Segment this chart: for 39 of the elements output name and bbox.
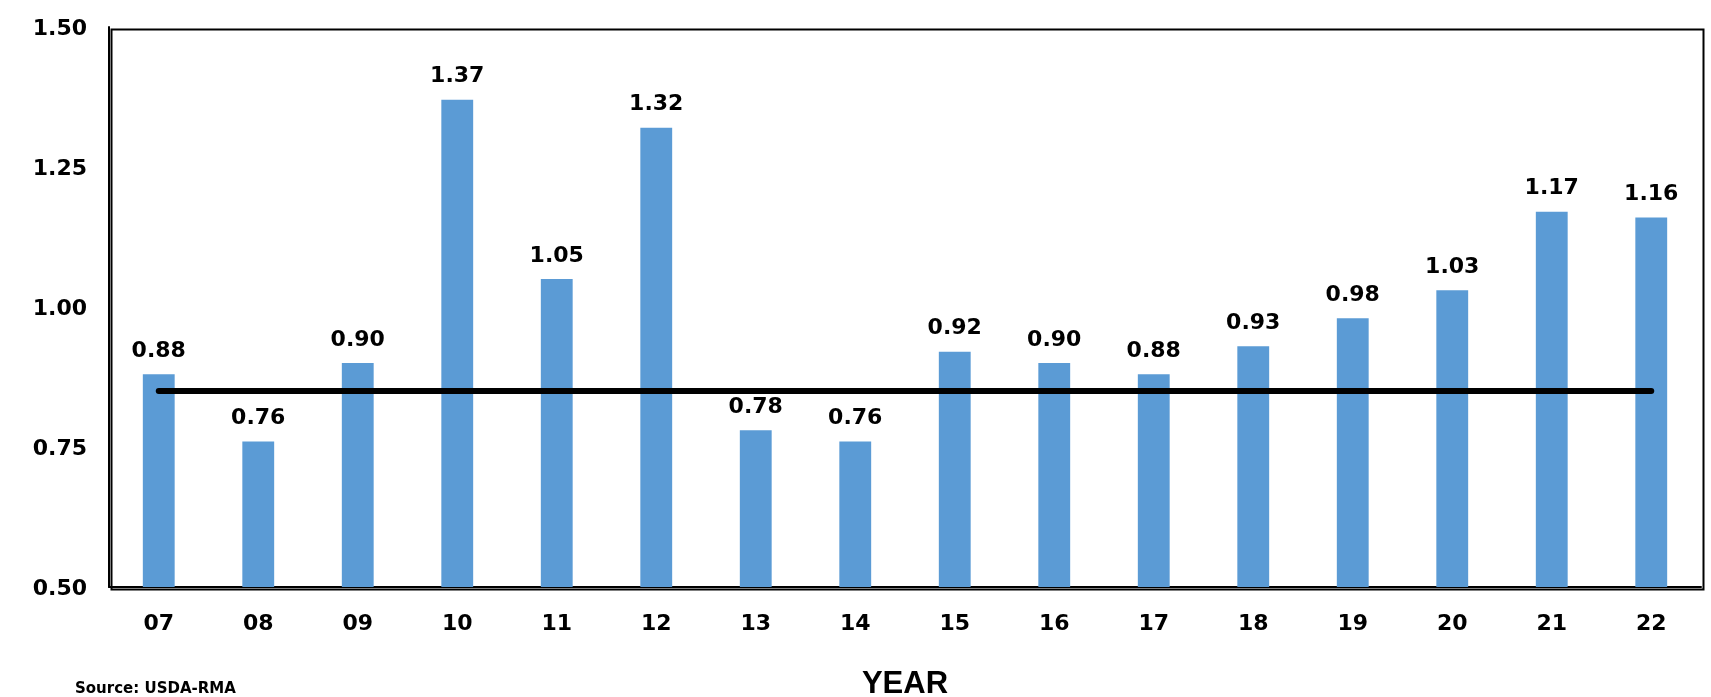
data-label: 1.05 <box>529 241 584 267</box>
data-label: 0.88 <box>1126 336 1181 362</box>
x-tick-label: 17 <box>1138 609 1170 635</box>
y-tick-label: 1.50 <box>32 14 87 40</box>
data-label: 0.90 <box>330 325 385 351</box>
x-tick-label: 09 <box>342 609 374 635</box>
data-label: 0.90 <box>1027 325 1082 351</box>
y-tick-label: 1.00 <box>32 294 87 320</box>
data-label: 0.76 <box>828 403 883 429</box>
x-tick-label: 10 <box>441 609 473 635</box>
x-tick-label: 15 <box>939 609 971 635</box>
x-tick-label: 22 <box>1635 609 1667 635</box>
data-label: 0.98 <box>1325 280 1380 306</box>
data-label: 1.17 <box>1524 174 1579 200</box>
y-tick-label: 0.50 <box>32 574 87 600</box>
x-tick-label: 12 <box>640 609 672 635</box>
x-tick-label: 14 <box>839 609 871 635</box>
x-tick-label: 20 <box>1436 609 1468 635</box>
y-tick-label: 1.25 <box>32 154 87 180</box>
y-tick-label: 0.75 <box>32 434 87 460</box>
data-label: 0.93 <box>1226 308 1281 334</box>
x-tick-label: 16 <box>1038 609 1070 635</box>
x-tick-label: 08 <box>242 609 274 635</box>
x-tick-label: 13 <box>740 609 772 635</box>
data-label: 0.76 <box>231 403 286 429</box>
data-label: 0.92 <box>927 314 982 340</box>
data-label: 1.16 <box>1624 179 1679 205</box>
source-note: Source: USDA-RMA <box>75 678 237 697</box>
data-label: 0.78 <box>728 392 783 418</box>
x-tick-label: 21 <box>1536 609 1568 635</box>
data-label: 1.03 <box>1425 252 1480 278</box>
x-axis-title: YEAR <box>861 665 949 697</box>
data-label: 0.88 <box>131 336 186 362</box>
x-tick-label: 11 <box>541 609 573 635</box>
x-tick-label: 18 <box>1237 609 1269 635</box>
x-tick-label: 07 <box>143 609 175 635</box>
x-tick-label: 19 <box>1337 609 1369 635</box>
data-label: 1.37 <box>430 62 485 88</box>
data-label: 1.32 <box>629 90 684 116</box>
